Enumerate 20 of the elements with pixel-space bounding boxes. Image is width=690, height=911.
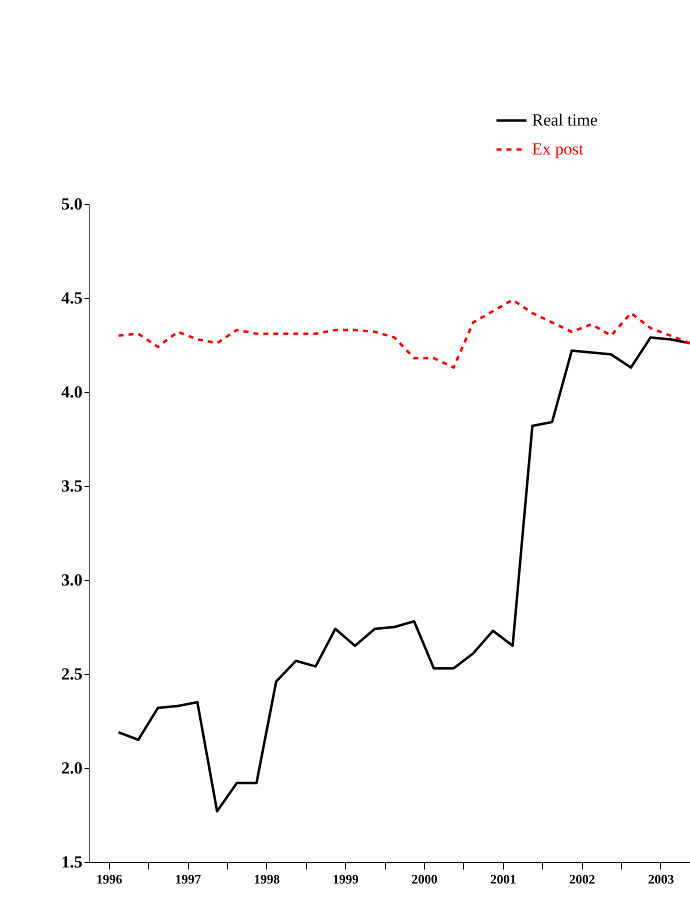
legend-label: Ex post [532,140,584,158]
y-tick-label: 2.0 [61,758,82,778]
y-tick-label: 4.5 [61,288,82,308]
legend-label: Real time [532,110,598,130]
line-series [117,298,690,369]
y-tick-label: 3.0 [61,570,82,590]
y-tick-label: 4.0 [61,382,82,402]
x-tick-label: 2000 [411,872,438,886]
x-tick-label: 2002 [569,872,596,886]
y-tick-label: 5.0 [61,194,82,214]
x-tick-label: 1996 [96,872,123,886]
y-tick-label: 1.5 [61,852,82,872]
x-tick-label: 2003 [648,872,674,886]
y-tick-label: 2.5 [61,664,82,684]
x-tick-label: 1999 [332,872,360,886]
line-series [117,336,690,812]
x-tick-label: 2001 [490,872,516,886]
x-tick-label: 1998 [254,872,280,886]
y-tick-label: 3.5 [61,476,82,496]
x-tick-label: 1997 [175,872,202,886]
